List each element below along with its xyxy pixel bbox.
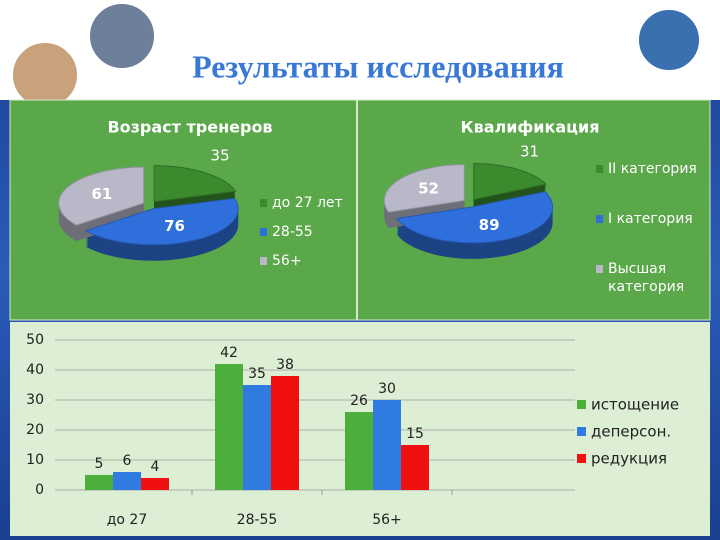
bar-value-label: 6: [123, 453, 132, 469]
y-tick-label: 30: [26, 392, 44, 408]
x-tick-label: до 27: [107, 512, 148, 528]
photo-circle: [635, 6, 703, 74]
chart-title: Возраст тренеров: [107, 118, 272, 137]
legend-entry: II категория: [596, 160, 704, 178]
bar-value-label: 26: [350, 393, 368, 409]
pie-value-label: 35: [211, 147, 230, 165]
bar: [85, 475, 113, 490]
pie-value-label: 61: [91, 185, 112, 203]
legend-label: I категория: [608, 211, 693, 227]
y-tick-label: 10: [26, 452, 44, 468]
legend-label: 56+: [272, 253, 302, 269]
pie-value-label: 31: [520, 142, 539, 160]
pie-value-label: 76: [164, 217, 185, 235]
legend-swatch: [260, 199, 267, 207]
pie-value-label: 89: [479, 216, 500, 234]
bar-value-label: 42: [220, 345, 238, 361]
bar: [373, 400, 401, 490]
legend-label: 28-55: [272, 224, 313, 240]
bar-value-label: 30: [378, 381, 396, 397]
pie-value-label: 52: [418, 180, 439, 198]
legend-swatch: [596, 215, 603, 223]
x-tick-label: 28-55: [237, 512, 278, 528]
photo-circle: [9, 39, 81, 111]
legend-swatch: [577, 454, 586, 463]
bar-value-label: 35: [248, 366, 266, 382]
legend-label: истощение: [591, 396, 679, 414]
pie-slice: [84, 197, 239, 246]
bar-value-label: 5: [95, 456, 104, 472]
legend-entry: Высшая категория: [596, 260, 704, 296]
photo-circle: [86, 0, 158, 72]
chart-title: Квалификация: [460, 118, 599, 137]
pie-slice: [473, 162, 548, 201]
legend-label: деперсон.: [591, 423, 671, 441]
pie-slice: [153, 165, 237, 203]
legend-label: редукция: [591, 450, 667, 468]
legend-entry: 28-55: [260, 223, 368, 241]
pie-slice: [383, 164, 465, 213]
legend-entry: 56+: [260, 252, 368, 270]
bar: [401, 445, 429, 490]
x-tick-label: 56+: [372, 512, 402, 528]
y-tick-label: 20: [26, 422, 44, 438]
legend-swatch: [596, 265, 603, 273]
bar: [271, 376, 299, 490]
y-tick-label: 0: [35, 482, 44, 498]
legend-label: до 27 лет: [272, 195, 343, 211]
legend-swatch: [577, 427, 586, 436]
legend-swatch: [260, 257, 267, 265]
bar-value-label: 38: [276, 357, 294, 373]
bar-value-label: 4: [151, 459, 160, 475]
bar-value-label: 15: [406, 426, 424, 442]
legend-swatch: [596, 165, 603, 173]
y-tick-label: 40: [26, 362, 44, 378]
bar: [113, 472, 141, 490]
bar: [141, 478, 169, 490]
slide-title: Результаты исследования: [192, 48, 564, 84]
legend-entry: до 27 лет: [260, 194, 368, 212]
pie-slice: [395, 191, 554, 244]
bar: [215, 364, 243, 490]
legend-entry: I категория: [596, 210, 704, 228]
legend-swatch: [577, 400, 586, 409]
pie-slice: [58, 166, 145, 226]
y-tick-label: 50: [26, 332, 44, 348]
legend-label: II категория: [608, 161, 697, 177]
bar: [345, 412, 373, 490]
legend-swatch: [260, 228, 267, 236]
legend-label: Высшая категория: [608, 261, 685, 295]
bar: [243, 385, 271, 490]
